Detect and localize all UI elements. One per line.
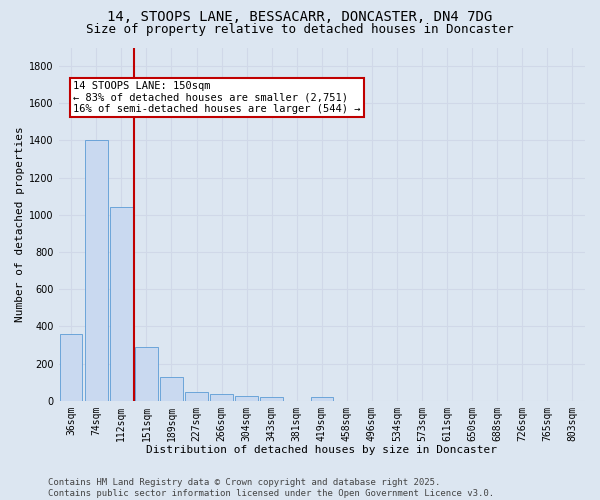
- X-axis label: Distribution of detached houses by size in Doncaster: Distribution of detached houses by size …: [146, 445, 497, 455]
- Bar: [185, 392, 208, 400]
- Text: Contains HM Land Registry data © Crown copyright and database right 2025.
Contai: Contains HM Land Registry data © Crown c…: [48, 478, 494, 498]
- Text: Size of property relative to detached houses in Doncaster: Size of property relative to detached ho…: [86, 22, 514, 36]
- Text: 14, STOOPS LANE, BESSACARR, DONCASTER, DN4 7DG: 14, STOOPS LANE, BESSACARR, DONCASTER, D…: [107, 10, 493, 24]
- Text: 14 STOOPS LANE: 150sqm
← 83% of detached houses are smaller (2,751)
16% of semi-: 14 STOOPS LANE: 150sqm ← 83% of detached…: [73, 81, 361, 114]
- Bar: [135, 347, 158, 401]
- Bar: [311, 398, 333, 400]
- Bar: [160, 376, 183, 400]
- Bar: [85, 140, 107, 400]
- Bar: [260, 398, 283, 400]
- Y-axis label: Number of detached properties: Number of detached properties: [15, 126, 25, 322]
- Bar: [235, 396, 258, 400]
- Bar: [210, 394, 233, 400]
- Bar: [60, 334, 82, 400]
- Bar: [110, 208, 133, 400]
